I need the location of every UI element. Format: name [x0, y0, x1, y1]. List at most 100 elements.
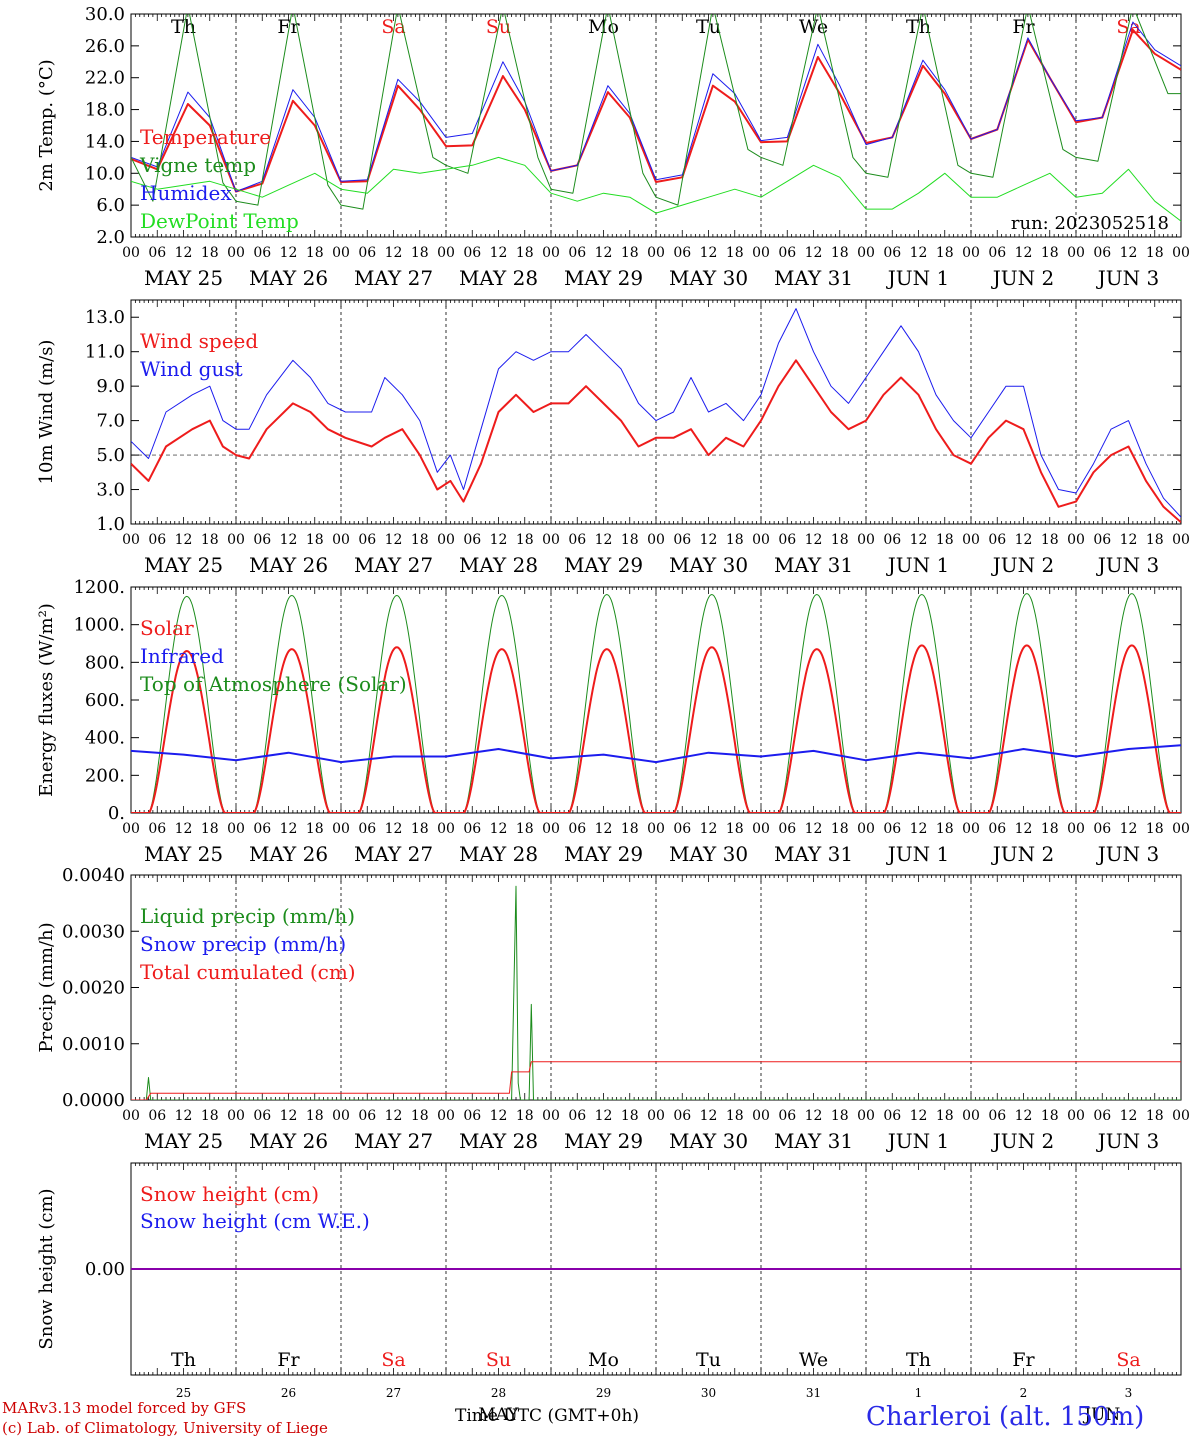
hour-tick-label: 18	[1146, 1108, 1164, 1124]
day-number: 31	[806, 1386, 821, 1400]
hour-tick-label: 00	[752, 1108, 770, 1124]
hour-tick-label: 12	[490, 245, 508, 261]
date-label: MAY 27	[354, 1129, 433, 1153]
legend-entry: Wind gust	[140, 357, 243, 381]
hour-tick-label: 12	[700, 821, 718, 837]
hour-tick-label: 06	[358, 245, 376, 261]
hour-tick-label: 18	[831, 532, 849, 548]
hour-tick-label: 12	[175, 245, 193, 261]
hour-tick-label: 06	[673, 245, 691, 261]
day-number: 29	[596, 1386, 611, 1400]
credit-model: MARv3.13 model forced by GFS	[2, 1399, 247, 1417]
hour-tick-label: 00	[962, 245, 980, 261]
series-line	[131, 885, 1181, 1100]
hour-tick-label: 06	[778, 532, 796, 548]
y-tick-label: 10.0	[85, 163, 125, 184]
hour-tick-label: 18	[726, 1108, 744, 1124]
date-label: JUN 3	[1096, 842, 1159, 866]
hour-tick-label: 06	[1093, 532, 1111, 548]
hour-tick-label: 18	[1146, 821, 1164, 837]
hour-tick-label: 00	[542, 245, 560, 261]
hour-tick-label: 00	[1067, 1108, 1085, 1124]
day-name: Fr	[1012, 1349, 1035, 1371]
hour-tick-label: 06	[568, 532, 586, 548]
y-axis-label: Precip (mm/h)	[36, 922, 57, 1052]
hour-tick-label: 00	[122, 821, 140, 837]
hour-tick-label: 06	[358, 1108, 376, 1124]
y-tick-label: 30.0	[85, 4, 125, 25]
hour-tick-label: 18	[516, 821, 534, 837]
hour-tick-label: 00	[857, 821, 875, 837]
hour-tick-label: 06	[148, 245, 166, 261]
y-tick-label: 14.0	[85, 131, 125, 152]
date-label: MAY 29	[564, 266, 643, 290]
hour-tick-label: 06	[673, 821, 691, 837]
hour-tick-label: 18	[936, 821, 954, 837]
day-name: Su	[486, 1349, 511, 1371]
hour-tick-label: 00	[332, 1108, 350, 1124]
hour-tick-label: 00	[647, 1108, 665, 1124]
hour-tick-label: 00	[857, 245, 875, 261]
hour-tick-label: 06	[988, 821, 1006, 837]
legend-entry: Wind speed	[140, 329, 258, 353]
legend-entry: DewPoint Temp	[140, 209, 299, 233]
hour-tick-label: 12	[910, 821, 928, 837]
hour-tick-label: 18	[936, 1108, 954, 1124]
y-tick-label: 2.0	[96, 227, 125, 248]
hour-tick-label: 06	[148, 532, 166, 548]
date-label: JUN 2	[991, 842, 1054, 866]
date-label: MAY 29	[564, 842, 643, 866]
hour-tick-label: 18	[621, 1108, 639, 1124]
day-name: Sa	[381, 1349, 405, 1371]
y-tick-label: 26.0	[85, 36, 125, 57]
hour-tick-label: 18	[201, 532, 219, 548]
hour-tick-label: 12	[175, 1108, 193, 1124]
legend-entry: Liquid precip (mm/h)	[140, 904, 355, 928]
hour-tick-label: 06	[463, 1108, 481, 1124]
hour-tick-label: 12	[280, 1108, 298, 1124]
day-number: 30	[701, 1386, 716, 1400]
legend-entry: Total cumulated (cm)	[140, 960, 356, 984]
y-axis-label: Energy fluxes (W/m²)	[36, 603, 57, 797]
hour-tick-label: 00	[227, 532, 245, 548]
hour-tick-label: 06	[883, 532, 901, 548]
date-label: MAY 25	[144, 266, 223, 290]
hour-tick-label: 06	[568, 821, 586, 837]
month-label: JUN	[1082, 1405, 1120, 1425]
hour-tick-label: 00	[332, 821, 350, 837]
hour-tick-label: 12	[1120, 821, 1138, 837]
series-group	[131, 885, 1181, 1100]
hour-tick-label: 12	[1015, 1108, 1033, 1124]
hour-tick-label: 06	[883, 821, 901, 837]
hour-tick-label: 12	[805, 532, 823, 548]
day-name: We	[799, 1349, 828, 1371]
hour-tick-label: 00	[122, 245, 140, 261]
hour-tick-label: 18	[516, 1108, 534, 1124]
day-name: Fr	[277, 1349, 300, 1371]
y-tick-label: 18.0	[85, 100, 125, 121]
date-label: MAY 28	[459, 842, 538, 866]
date-label: MAY 25	[144, 553, 223, 577]
hour-tick-label: 12	[385, 821, 403, 837]
credit-lab: (c) Lab. of Climatology, University of L…	[2, 1419, 328, 1437]
day-name: Sa	[1116, 1349, 1140, 1371]
hour-tick-label: 12	[910, 1108, 928, 1124]
hour-tick-label: 12	[280, 532, 298, 548]
hour-tick-label: 18	[621, 245, 639, 261]
date-label: JUN 1	[886, 1129, 949, 1153]
y-axis-label: Snow height (cm)	[36, 1188, 57, 1349]
hour-tick-label: 18	[306, 532, 324, 548]
hour-tick-label: 00	[542, 821, 560, 837]
series-line-toa	[131, 593, 1181, 813]
date-label: MAY 29	[564, 1129, 643, 1153]
y-tick-label: 0.0020	[62, 978, 125, 999]
series-line	[131, 1061, 1181, 1100]
hour-tick-label: 18	[516, 532, 534, 548]
legend-entry: Snow height (cm W.E.)	[140, 1209, 370, 1233]
hour-tick-label: 18	[726, 532, 744, 548]
hour-tick-label: 00	[1172, 1108, 1190, 1124]
hour-tick-label: 00	[1067, 532, 1085, 548]
hour-tick-label: 12	[385, 532, 403, 548]
hour-tick-label: 00	[332, 245, 350, 261]
day-number: 27	[386, 1386, 401, 1400]
